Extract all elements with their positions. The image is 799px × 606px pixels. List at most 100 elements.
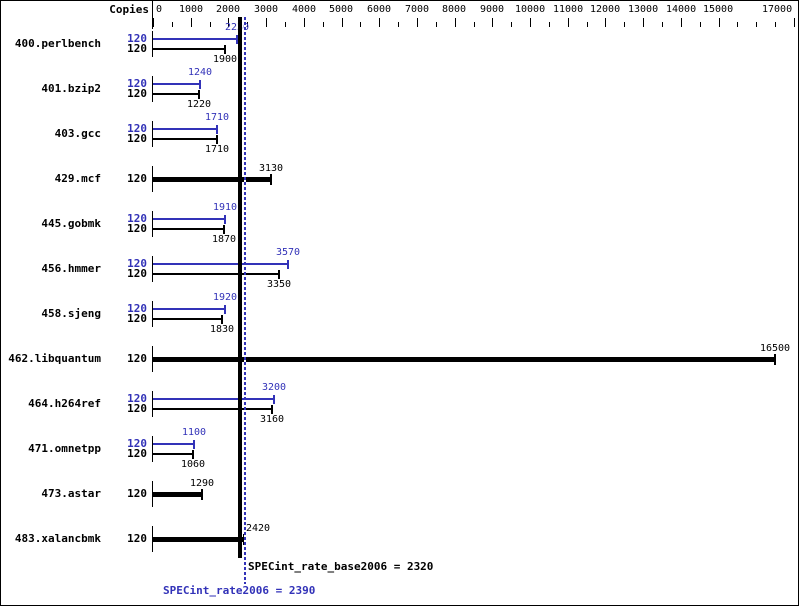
copies-label: 120 — [127, 267, 147, 280]
copies-axis-separator — [152, 1, 153, 29]
copies-label: 120 — [127, 132, 147, 145]
bar-end-cap — [223, 225, 225, 234]
bar-end-cap — [216, 125, 218, 134]
benchmark-row: 403.gcc 120 1710 120 1710 — [1, 112, 798, 156]
base-bar — [153, 228, 224, 230]
benchmark-row: 429.mcf 120 3130 — [1, 157, 798, 201]
copies-column-header: Copies — [109, 3, 149, 16]
benchmark-row: 471.omnetpp 120 1100 120 1060 — [1, 427, 798, 471]
copies-label: 120 — [127, 352, 147, 365]
x-axis-minor-tick — [360, 22, 361, 27]
base-bar — [153, 273, 279, 275]
benchmark-label: 464.h264ref — [28, 397, 101, 410]
x-axis-minor-tick — [700, 22, 701, 27]
x-axis-minor-tick — [285, 22, 286, 27]
x-axis-major-tick — [794, 18, 795, 27]
x-axis-major-tick — [191, 18, 192, 27]
x-axis-minor-tick — [624, 22, 625, 27]
x-axis-minor-tick — [172, 22, 173, 27]
base-value-label: 1870 — [211, 234, 237, 245]
x-axis-major-tick — [681, 18, 682, 27]
x-axis-major-tick — [643, 18, 644, 27]
benchmark-row: 445.gobmk 120 1910 120 1870 — [1, 202, 798, 246]
benchmark-row: 473.astar 120 1290 — [1, 472, 798, 516]
bar-end-cap — [273, 395, 275, 404]
benchmark-label: 483.xalancbmk — [14, 532, 101, 545]
base-value-label: 3350 — [266, 279, 292, 290]
x-axis-major-tick — [228, 18, 229, 27]
rate-value-label: 1920 — [212, 292, 238, 303]
axis-stub — [152, 256, 153, 282]
axis-stub — [152, 121, 153, 147]
x-axis-tick-label: 12000 — [590, 4, 621, 15]
basepeak-bar — [153, 537, 244, 542]
x-axis-minor-tick — [511, 22, 512, 27]
bar-end-cap — [221, 315, 223, 324]
copies-label: 120 — [127, 392, 147, 405]
benchmark-row: 456.hmmer 120 3570 120 3350 — [1, 247, 798, 291]
copies-label: 120 — [127, 257, 147, 270]
rate-summary-text: SPECint_rate2006 = 2390 — [163, 584, 316, 597]
basepeak-value-label: 2420 — [246, 523, 271, 534]
x-axis-major-tick — [417, 18, 418, 27]
x-axis-major-tick — [304, 18, 305, 27]
rate-value-label: 3200 — [261, 382, 287, 393]
x-axis-tick-label: 9000 — [480, 4, 505, 15]
rate-bar — [153, 398, 274, 400]
copies-label: 120 — [127, 42, 147, 55]
x-axis-minor-tick — [549, 22, 550, 27]
x-axis-minor-tick — [436, 22, 437, 27]
rate-value-label: 3570 — [275, 247, 301, 258]
axis-stub — [152, 76, 153, 102]
benchmark-label: 458.sjeng — [41, 307, 101, 320]
axis-stub — [152, 301, 153, 327]
axis-stub — [152, 31, 153, 57]
copies-label: 120 — [127, 532, 147, 545]
x-axis-minor-tick — [474, 22, 475, 27]
rate-value-label: 1100 — [181, 427, 207, 438]
bar-end-cap — [271, 405, 273, 414]
basepeak-value-label: 16500 — [759, 343, 791, 354]
bar-end-cap — [236, 35, 238, 44]
bar-end-cap — [199, 80, 201, 89]
rate-bar — [153, 38, 237, 40]
base-value-label: 3160 — [259, 414, 285, 425]
benchmark-row: 401.bzip2 120 1240 120 1220 — [1, 67, 798, 111]
bar-end-cap — [198, 90, 200, 99]
benchmark-label: 471.omnetpp — [28, 442, 101, 455]
benchmark-row: 464.h264ref 120 3200 120 3160 — [1, 382, 798, 426]
x-axis-minor-tick — [210, 22, 211, 27]
rate-value-label: 1240 — [187, 67, 213, 78]
x-axis-tick-label: 13000 — [628, 4, 659, 15]
x-axis-tick-label: 10000 — [515, 4, 546, 15]
x-axis-tick-label: 17000 — [762, 4, 793, 15]
base-value-label: 1060 — [180, 459, 206, 470]
copies-label: 120 — [127, 172, 147, 185]
rate-bar — [153, 263, 288, 265]
x-axis-tick-label: 11000 — [553, 4, 584, 15]
axis-stub — [152, 166, 153, 192]
bar-end-cap — [192, 450, 194, 459]
axis-stub — [152, 211, 153, 237]
benchmark-label: 456.hmmer — [41, 262, 101, 275]
x-axis-minor-tick — [587, 22, 588, 27]
basepeak-bar — [153, 492, 202, 497]
copies-label: 120 — [127, 487, 147, 500]
bar-end-cap — [224, 45, 226, 54]
copies-label: 120 — [127, 87, 147, 100]
base-value-label: 1710 — [204, 144, 230, 155]
axis-stub — [152, 526, 153, 552]
benchmark-row: 462.libquantum 120 16500 — [1, 337, 798, 381]
x-axis-minor-tick — [775, 22, 776, 27]
base-bar — [153, 93, 199, 95]
x-axis-major-tick — [719, 18, 720, 27]
bar-end-cap — [193, 440, 195, 449]
x-axis-major-tick — [153, 18, 154, 27]
base-bar — [153, 408, 272, 410]
rate-bar — [153, 83, 200, 85]
x-axis-tick-label: 1000 — [179, 4, 204, 15]
base-bar — [153, 48, 225, 50]
base-value-label: 1220 — [186, 99, 212, 110]
base-bar — [153, 138, 217, 140]
